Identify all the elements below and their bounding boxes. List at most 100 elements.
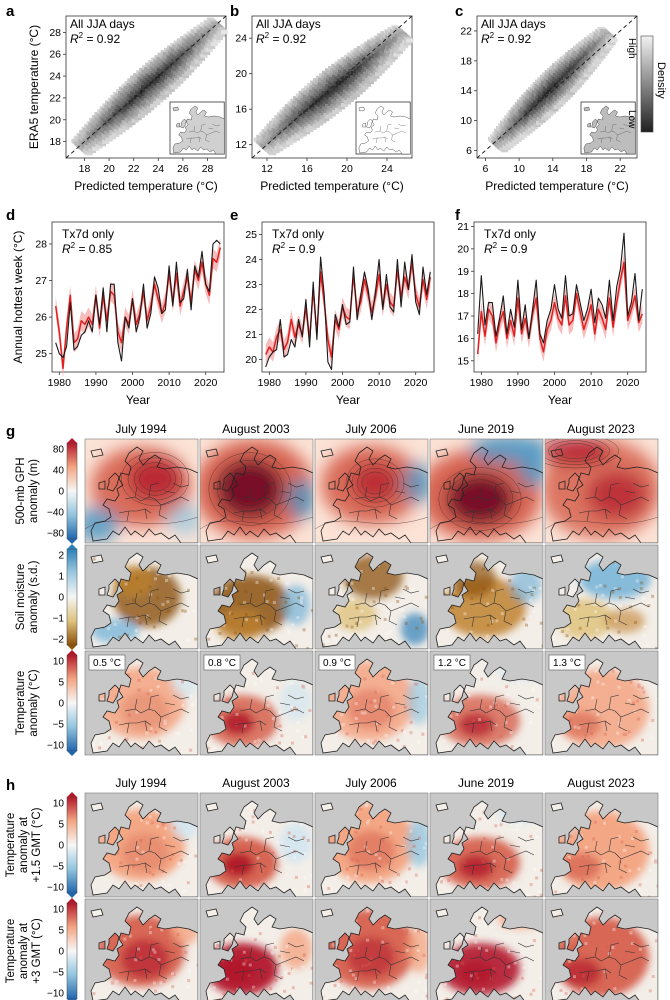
density-cell	[324, 72, 332, 77]
density-cell	[179, 76, 187, 81]
r-squared-label: R2 = 0.85	[62, 241, 112, 256]
x-tick-label: 16	[301, 163, 313, 175]
density-cell	[296, 134, 304, 139]
map-row-temp3: 10 5 0 −5 −10 Temperatureanomaly at+3 GMT (°C…	[5, 898, 659, 1000]
colorbar	[66, 796, 78, 894]
density-cell	[602, 49, 610, 54]
density-cell	[403, 41, 411, 46]
density-cell	[125, 123, 133, 128]
panel-annotation: All JJA days	[70, 17, 135, 31]
density-cell	[358, 88, 366, 92]
y-tick-label: 21	[245, 329, 257, 341]
era5-line	[477, 232, 643, 344]
density-cell	[282, 143, 290, 147]
density-cell	[327, 70, 335, 75]
density-cell	[312, 78, 321, 83]
density-cell	[375, 72, 383, 77]
density-cell	[574, 83, 582, 88]
event-title-g-1: July 1994	[115, 422, 167, 436]
map-gph-4	[429, 438, 544, 544]
density-cell	[317, 82, 325, 87]
density-cell	[203, 51, 211, 55]
y-tick-label: 22	[49, 92, 61, 104]
density-cell	[128, 121, 136, 126]
density-cell	[137, 113, 145, 118]
x-tick-label: 22	[128, 163, 140, 175]
density-cell	[608, 41, 616, 46]
map-soil-1	[84, 544, 199, 650]
panel-letter-a: a	[6, 3, 15, 20]
density-cell	[112, 133, 120, 137]
density-cell	[577, 80, 585, 85]
y-tick-label: 16	[235, 104, 247, 116]
density-cell	[395, 49, 404, 54]
density-cell	[592, 62, 600, 67]
density-cell	[312, 123, 320, 128]
map-temp3-4	[429, 898, 544, 1000]
density-cell	[275, 147, 284, 152]
x-tick-label: 2020	[194, 377, 218, 389]
density-cell	[596, 57, 604, 62]
density-cell	[105, 137, 113, 142]
density-cell	[153, 101, 161, 106]
colorbar-extend-top	[67, 898, 77, 903]
colorbar-tick-label: 0	[58, 487, 64, 498]
density-cell	[170, 85, 178, 90]
map-gph-1	[84, 438, 199, 544]
density-cell	[314, 89, 322, 94]
map-temp3-5	[544, 898, 659, 1000]
row-label: Temperatureanomaly (°C)	[15, 669, 40, 736]
colorbar-tick-label: −2	[53, 635, 65, 646]
map-temp-1: 0.5 °C	[84, 650, 199, 756]
x-tick-label: 18	[79, 163, 91, 175]
x-tick-label: 2000	[331, 377, 355, 389]
density-cell	[561, 98, 569, 103]
density-cell	[568, 90, 576, 95]
density-cell	[321, 90, 329, 95]
colorbar-extend-top	[67, 792, 77, 797]
density-cell	[511, 140, 520, 144]
y-tick-label: 26	[49, 49, 61, 61]
density-cell	[401, 44, 409, 49]
density-cell	[352, 93, 360, 98]
density-cell	[558, 100, 566, 105]
x-tick-label: 1990	[84, 377, 108, 389]
density-cell	[500, 148, 509, 153]
x-tick-label: 2020	[616, 377, 640, 389]
density-cell	[522, 131, 530, 136]
density-cell	[572, 85, 580, 90]
panel-letter-f: f	[455, 207, 461, 224]
gmt-warming-label: 0.8 °C	[208, 658, 236, 669]
density-cell	[102, 139, 110, 144]
density-cell	[309, 85, 317, 90]
density-cell	[121, 125, 130, 130]
panel-letter-g: g	[6, 423, 15, 440]
density-cell	[334, 92, 342, 97]
inset-map	[169, 101, 225, 155]
event-title-g-4: June 2019	[458, 422, 514, 436]
density-cell	[509, 142, 517, 147]
density-cell	[331, 74, 340, 79]
density-cell	[340, 103, 349, 107]
gmt-warming-label: 0.9 °C	[323, 658, 351, 669]
density-cell	[323, 97, 331, 102]
density-cell	[583, 73, 591, 78]
density-cell	[336, 78, 344, 83]
one-to-one-line	[251, 15, 413, 159]
colorbar-tick-label: 10	[53, 799, 65, 810]
y-tick-label: 24	[245, 254, 257, 266]
density-cell	[315, 121, 324, 126]
r-squared-label: R2 = 0.92	[70, 31, 120, 46]
density-cell	[604, 46, 612, 51]
density-cell	[369, 77, 377, 82]
panel-annotation: All JJA days	[256, 17, 321, 31]
scatter-panel-c: 6 10 14 18 22 6 10 14 18 22 Predicted temperature …	[460, 15, 638, 193]
density-cell	[594, 60, 602, 64]
density-cell	[328, 77, 337, 81]
density-cell	[341, 82, 349, 87]
scatter-panel-b: 12 16 20 24 12 16 20 24 Predicted temperature (°…	[235, 15, 414, 193]
density-cell	[380, 66, 388, 71]
x-tick-label: 24	[381, 163, 393, 175]
map-gph-5	[544, 438, 659, 544]
y-tick-label: 23	[245, 279, 257, 291]
